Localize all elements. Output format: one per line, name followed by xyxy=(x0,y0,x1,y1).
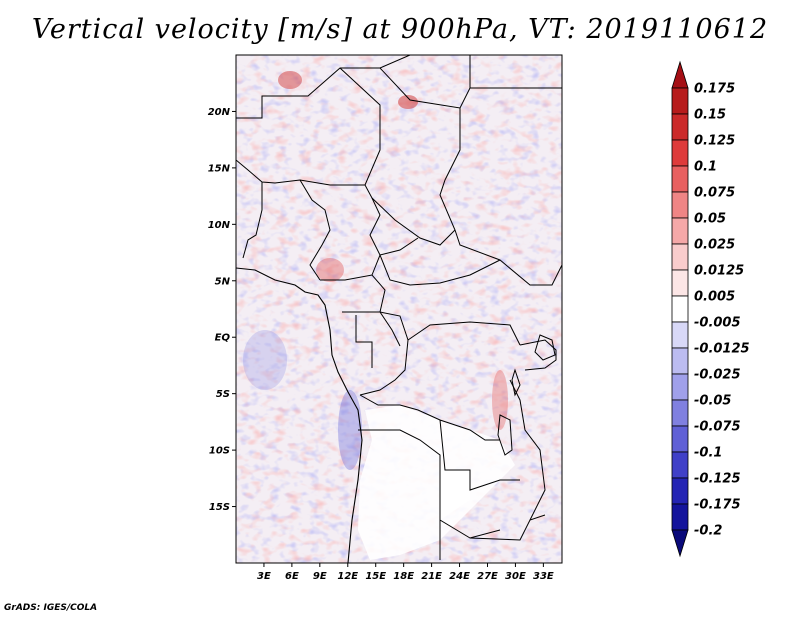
vertical-velocity-field xyxy=(236,55,562,563)
lon-tick-label: 33E xyxy=(533,571,554,582)
lon-tick-label: 21E xyxy=(421,571,442,582)
colorbar-swatch xyxy=(671,477,689,505)
lat-tick-label: 5S xyxy=(216,389,230,400)
colorbar-label: -0.025 xyxy=(694,368,741,383)
lon-tick-label: 15E xyxy=(365,571,386,582)
colorbar-swatch xyxy=(671,165,689,193)
lon-tick-label: 12E xyxy=(337,571,358,582)
latitude-axis: 20N 15N 10N 5N EQ 5S 10S 15S xyxy=(208,107,236,513)
colorbar-swatch xyxy=(671,243,689,271)
colorbar-label: 0.05 xyxy=(694,212,726,227)
colorbar-label: 0.0125 xyxy=(694,264,744,279)
colorbar-label: 0.025 xyxy=(694,238,735,253)
colorbar-swatch xyxy=(671,503,689,531)
colorbar-swatch xyxy=(671,347,689,375)
colorbar: 0.175 0.15 0.125 0.1 0.075 0.05 0.025 0.0125 0.0… xyxy=(671,60,750,558)
lat-tick-label: EQ xyxy=(215,333,231,344)
colorbar-swatch xyxy=(671,295,689,323)
colorbar-label: -0.125 xyxy=(694,472,741,487)
lat-tick-label: 15S xyxy=(209,502,230,513)
colorbar-swatch xyxy=(671,373,689,401)
colorbar-label: -0.0125 xyxy=(694,342,750,357)
lat-tick-label: 15N xyxy=(208,163,231,174)
lat-tick-label: 5N xyxy=(215,276,231,287)
lon-tick-label: 6E xyxy=(285,571,299,582)
colorbar-label: 0.075 xyxy=(694,186,735,201)
colorbar-bottom-arrow xyxy=(671,529,689,558)
colorbar-label: 0.005 xyxy=(694,290,735,305)
colorbar-top-arrow xyxy=(671,60,689,89)
lon-tick-label: 30E xyxy=(505,571,526,582)
lat-tick-label: 10S xyxy=(209,446,230,457)
lon-tick-label: 27E xyxy=(477,571,498,582)
lon-tick-label: 3E xyxy=(257,571,271,582)
colorbar-label: -0.2 xyxy=(694,524,722,539)
colorbar-swatch xyxy=(671,217,689,245)
colorbar-swatch xyxy=(671,113,689,141)
colorbar-swatch xyxy=(671,399,689,427)
grads-credit: GrADS: IGES/COLA xyxy=(4,603,98,613)
colorbar-swatch xyxy=(671,425,689,453)
lon-tick-label: 9E xyxy=(313,571,327,582)
colorbar-label: -0.005 xyxy=(694,316,741,331)
longitude-axis: 3E 6E 9E 12E 15E 18E 21E 24E 27E 30E 33E xyxy=(257,563,554,582)
colorbar-swatch xyxy=(671,451,689,479)
colorbar-label: -0.1 xyxy=(694,446,722,461)
colorbar-swatch xyxy=(671,191,689,219)
lon-tick-label: 18E xyxy=(393,571,414,582)
lon-tick-label: 24E xyxy=(449,571,470,582)
colorbar-label: -0.075 xyxy=(694,420,741,435)
colorbar-swatch xyxy=(671,139,689,167)
colorbar-swatch xyxy=(671,269,689,297)
colorbar-label: 0.125 xyxy=(694,134,735,149)
colorbar-label: -0.05 xyxy=(694,394,731,409)
colorbar-label: -0.175 xyxy=(694,498,741,513)
colorbar-label: 0.15 xyxy=(694,108,726,123)
colorbar-label: 0.175 xyxy=(694,82,735,97)
lat-tick-label: 20N xyxy=(208,107,231,118)
colorbar-swatch xyxy=(671,321,689,349)
map-frame xyxy=(235,54,563,564)
lat-tick-label: 10N xyxy=(208,220,231,231)
country-borders xyxy=(236,55,562,563)
map-title: Vertical velocity [m/s] at 900hPa, VT: 2… xyxy=(31,14,769,45)
colorbar-swatch xyxy=(671,87,689,115)
colorbar-label: 0.1 xyxy=(694,160,717,175)
